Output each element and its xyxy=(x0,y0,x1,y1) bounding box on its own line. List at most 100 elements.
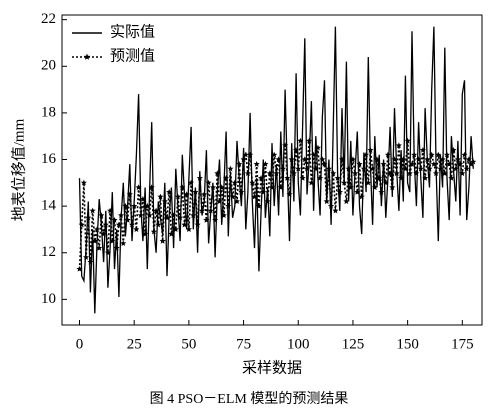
series-marker xyxy=(325,165,332,172)
series-marker xyxy=(181,221,188,228)
series-marker xyxy=(374,156,380,163)
series-marker xyxy=(365,179,372,186)
series-marker xyxy=(240,156,247,163)
series-marker xyxy=(286,191,293,198)
series-marker xyxy=(446,161,453,167)
series-marker xyxy=(146,212,153,218)
series-marker xyxy=(419,147,426,153)
series-marker xyxy=(437,165,444,172)
series-marker xyxy=(258,175,265,181)
series-marker xyxy=(444,151,450,158)
series-marker xyxy=(234,198,240,205)
series-marker xyxy=(104,249,111,256)
series-marker xyxy=(170,212,177,218)
series-marker xyxy=(227,165,234,172)
series-marker xyxy=(199,207,205,214)
series-marker xyxy=(76,265,83,272)
series-marker xyxy=(323,198,330,205)
caption: 图 4 PSO－ELM 模型的预测结果 xyxy=(150,391,349,407)
series-marker xyxy=(131,202,138,209)
series-marker xyxy=(297,137,304,144)
series-marker xyxy=(435,151,442,158)
series-marker xyxy=(218,184,225,191)
series-marker xyxy=(247,151,254,158)
series-marker xyxy=(441,170,448,177)
series-marker xyxy=(89,207,96,214)
series-marker xyxy=(406,170,413,177)
series-marker xyxy=(398,175,405,181)
x-tick-label: 75 xyxy=(236,336,251,352)
series-marker xyxy=(387,170,394,177)
series-marker xyxy=(312,165,319,172)
series-marker xyxy=(260,188,267,195)
series-marker xyxy=(229,193,236,200)
series-marker xyxy=(470,158,477,165)
series-marker xyxy=(98,212,105,218)
series-marker xyxy=(275,156,282,163)
series-marker xyxy=(225,202,232,209)
series-marker xyxy=(345,165,352,172)
series-marker xyxy=(262,161,269,167)
series-marker xyxy=(96,244,103,251)
series-marker xyxy=(422,175,429,181)
series-marker xyxy=(135,184,142,191)
series-marker xyxy=(367,147,374,153)
series-marker xyxy=(452,165,459,172)
series-marker xyxy=(216,198,223,205)
series-marker xyxy=(179,184,186,191)
series-marker xyxy=(203,216,210,223)
series-marker xyxy=(328,202,335,209)
series-marker xyxy=(358,193,365,200)
series-marker xyxy=(334,175,341,181)
series-marker xyxy=(102,221,109,228)
series-marker xyxy=(424,156,431,163)
series-marker xyxy=(411,151,418,158)
series-marker xyxy=(279,165,286,172)
series-marker xyxy=(185,226,192,232)
series-marker xyxy=(384,151,391,158)
series-marker xyxy=(332,207,339,214)
series-marker xyxy=(194,221,201,228)
y-tick-label: 12 xyxy=(41,244,56,260)
series-marker xyxy=(465,156,472,163)
series-marker xyxy=(168,230,175,237)
series-marker xyxy=(356,161,363,167)
series-marker xyxy=(78,221,85,228)
series-marker xyxy=(457,161,464,167)
series-marker xyxy=(164,214,170,221)
series-marker xyxy=(91,237,98,244)
series-marker xyxy=(214,170,221,177)
series-marker xyxy=(310,151,317,158)
series-marker xyxy=(301,156,308,163)
series-marker xyxy=(354,188,361,195)
series-marker xyxy=(188,179,195,186)
series-marker xyxy=(347,184,354,191)
series-marker xyxy=(409,161,415,167)
series-marker xyxy=(238,188,245,195)
series-marker xyxy=(266,170,273,177)
series-marker xyxy=(308,179,315,186)
series-marker xyxy=(363,151,370,158)
series-marker xyxy=(277,184,284,191)
series-marker xyxy=(244,170,251,177)
series-marker xyxy=(314,144,321,151)
series-marker xyxy=(468,161,475,167)
legend-marker xyxy=(83,53,91,60)
series-marker xyxy=(251,193,258,200)
series-marker xyxy=(209,184,216,191)
series-marker xyxy=(80,179,87,186)
series-marker xyxy=(177,214,184,221)
series-marker xyxy=(273,170,280,177)
series-marker xyxy=(459,170,466,177)
series-marker xyxy=(109,237,116,244)
series-marker xyxy=(369,165,376,172)
series-marker xyxy=(223,175,230,181)
x-tick-label: 25 xyxy=(127,336,142,352)
series-marker xyxy=(461,151,468,158)
x-tick-label: 100 xyxy=(287,336,310,352)
series-marker xyxy=(330,170,337,177)
series-marker xyxy=(253,161,260,167)
series-marker xyxy=(83,254,90,260)
series-marker xyxy=(212,216,219,223)
series-marker xyxy=(87,258,94,265)
